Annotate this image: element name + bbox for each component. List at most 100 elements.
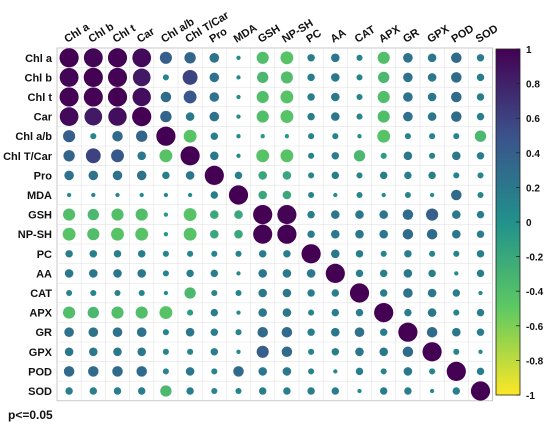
correlation-circle xyxy=(185,367,195,376)
correlation-circle xyxy=(474,130,487,142)
correlation-circle xyxy=(404,191,411,199)
correlation-circle xyxy=(476,54,485,62)
correlation-circle xyxy=(210,328,219,336)
correlation-circle xyxy=(331,73,340,82)
correlation-circle xyxy=(331,53,340,63)
column-label: CAT xyxy=(353,24,378,46)
correlation-circle xyxy=(403,92,413,102)
correlation-circle xyxy=(162,270,169,277)
correlation-circle xyxy=(307,73,315,82)
correlation-circle xyxy=(452,229,461,239)
column-label: Chl b xyxy=(87,21,117,46)
correlation-circle xyxy=(402,346,414,358)
correlation-circle xyxy=(185,327,195,337)
correlation-circle xyxy=(325,263,345,283)
correlation-circle xyxy=(209,111,220,122)
correlation-circle xyxy=(451,189,462,201)
correlation-circle xyxy=(404,387,412,395)
correlation-circle xyxy=(308,152,315,159)
correlation-circle xyxy=(428,269,436,278)
correlation-circle xyxy=(331,249,340,259)
correlation-circle xyxy=(115,192,120,198)
correlation-circle xyxy=(89,269,98,278)
correlation-circle xyxy=(453,348,460,355)
correlation-circle xyxy=(89,250,98,258)
correlation-circle xyxy=(210,308,219,317)
correlation-circle xyxy=(256,51,269,64)
correlation-circle xyxy=(282,269,292,278)
correlation-circle xyxy=(63,130,76,143)
correlation-circle xyxy=(138,289,145,297)
correlation-circle xyxy=(402,228,414,240)
correlation-circle xyxy=(331,289,340,297)
correlation-circles xyxy=(59,48,491,401)
correlation-circle xyxy=(258,250,267,258)
correlation-circle xyxy=(427,308,437,317)
correlation-circle xyxy=(258,269,267,278)
row-labels: Chl a Chl b Chl t Car Chl a/b Chl T/Car Pro MDA… xyxy=(3,53,53,398)
row-label: PC xyxy=(37,249,52,261)
correlation-circle xyxy=(356,113,363,120)
correlation-circle xyxy=(113,269,122,278)
correlation-circle xyxy=(111,227,124,241)
correlation-circle xyxy=(236,75,241,80)
correlation-circle xyxy=(280,110,294,124)
correlation-circle xyxy=(379,328,388,336)
correlation-circle xyxy=(422,342,442,362)
correlation-circle xyxy=(476,250,485,258)
correlation-circle xyxy=(209,72,220,83)
correlation-circle xyxy=(163,232,169,237)
correlation-circle xyxy=(476,152,485,160)
correlation-circle xyxy=(258,288,267,298)
correlation-circle xyxy=(307,210,315,219)
correlation-circle xyxy=(331,327,340,337)
correlation-circle xyxy=(187,309,194,316)
correlation-circle xyxy=(64,170,74,181)
correlation-circle xyxy=(186,387,194,395)
correlation-circle xyxy=(235,289,242,297)
colorbar-tick-label: 0.6 xyxy=(526,114,540,125)
correlation-circle xyxy=(160,110,172,123)
correlation-circle xyxy=(258,171,267,180)
row-label: GSH xyxy=(28,210,52,222)
correlation-circle xyxy=(59,87,79,107)
column-label: Chl a xyxy=(62,21,92,46)
correlation-circle xyxy=(180,146,200,166)
correlation-circle xyxy=(64,269,74,278)
correlation-circle xyxy=(379,210,388,219)
correlation-circle xyxy=(210,151,219,161)
correlation-circle xyxy=(277,224,297,244)
correlation-circle xyxy=(234,229,243,239)
row-label: Car xyxy=(34,112,53,124)
correlation-circle xyxy=(283,250,291,258)
correlation-circle xyxy=(256,345,269,358)
correlation-circle xyxy=(257,326,268,338)
colorbar-tick-label: 0.2 xyxy=(526,183,540,194)
correlation-circle xyxy=(65,387,73,395)
correlation-circle xyxy=(453,172,460,179)
row-label: POD xyxy=(28,366,52,378)
correlation-circle xyxy=(476,112,485,121)
correlation-circle xyxy=(380,368,387,375)
correlation-circle xyxy=(114,289,121,297)
colorbar-tick-label: 0 xyxy=(526,218,532,229)
correlation-circle xyxy=(377,110,390,123)
correlation-circle xyxy=(64,327,74,338)
correlation-circle xyxy=(331,308,340,317)
correlation-circle xyxy=(307,230,315,238)
correlation-circle xyxy=(355,210,364,219)
correlation-circle xyxy=(379,289,388,297)
correlation-circle xyxy=(404,308,412,317)
correlation-circle xyxy=(308,133,315,140)
correlation-circle xyxy=(283,387,291,395)
correlation-circle xyxy=(87,306,99,319)
correlation-circle xyxy=(331,92,340,102)
correlation-circle xyxy=(137,347,146,357)
correlation-circle xyxy=(210,269,219,278)
correlation-circle xyxy=(90,289,97,297)
correlation-circle xyxy=(83,67,103,87)
correlation-circle xyxy=(451,52,462,64)
correlation-circle xyxy=(160,385,172,397)
row-label: Chl a/b xyxy=(15,131,52,143)
